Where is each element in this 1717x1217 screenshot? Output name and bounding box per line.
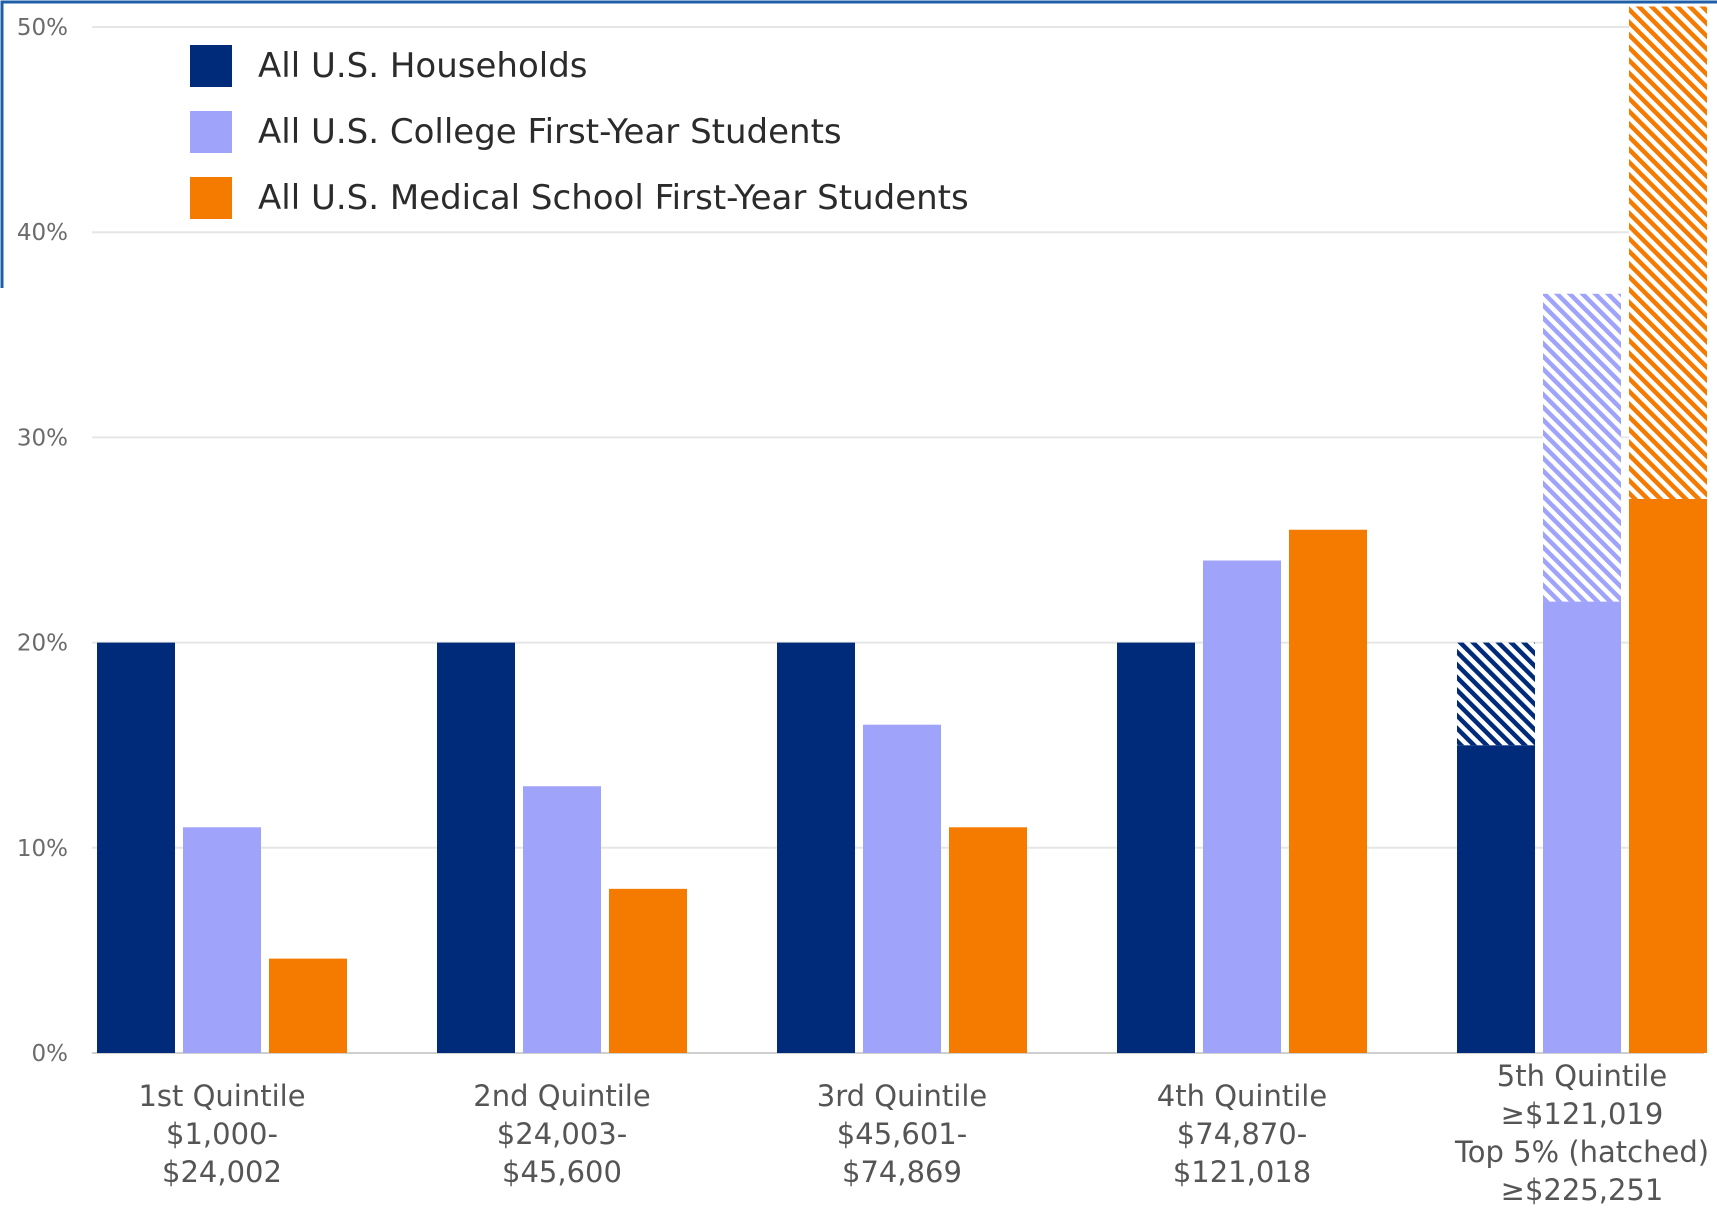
x-category-label: $24,003- — [497, 1117, 627, 1151]
bar — [1117, 642, 1195, 1053]
bar-layer — [97, 6, 1707, 1054]
y-tick-label: 30% — [17, 425, 68, 451]
x-category-label: $45,601- — [837, 1117, 967, 1151]
legend-label: All U.S. College First-Year Students — [258, 112, 842, 152]
x-category-label: 4th Quintile — [1157, 1079, 1327, 1113]
bar — [609, 888, 687, 1053]
x-category-label: $1,000- — [166, 1117, 278, 1151]
bar-top5-hatched — [1629, 6, 1707, 499]
x-category-label: $45,600 — [502, 1155, 622, 1189]
bar — [1457, 745, 1535, 1053]
legend-swatch — [190, 45, 232, 87]
bar — [183, 827, 261, 1053]
y-tick-label: 40% — [17, 220, 68, 246]
bar — [269, 958, 347, 1053]
bar-top5-hatched — [1543, 293, 1621, 602]
bar — [1203, 560, 1281, 1053]
x-category-label: $121,018 — [1173, 1155, 1311, 1189]
x-category-label: ≥$121,019 — [1501, 1097, 1664, 1131]
bar — [97, 642, 175, 1053]
bar — [949, 827, 1027, 1053]
x-category-label: 2nd Quintile — [473, 1079, 650, 1113]
x-category-label: $24,002 — [162, 1155, 282, 1189]
bar — [1289, 529, 1367, 1053]
x-category-label: 1st Quintile — [138, 1079, 305, 1113]
x-category-label: 5th Quintile — [1497, 1059, 1667, 1093]
y-tick-label: 20% — [17, 631, 68, 657]
bar — [863, 724, 941, 1053]
y-tick-label: 0% — [32, 1041, 69, 1067]
bar — [437, 642, 515, 1053]
x-axis-labels: 1st Quintile $1,000- $24,002 2nd Quintile $2… — [138, 1059, 1709, 1207]
x-category-label: 3rd Quintile — [817, 1079, 987, 1113]
y-tick-label: 10% — [17, 836, 68, 862]
legend-label: All U.S. Households — [258, 46, 588, 86]
bar — [523, 786, 601, 1053]
x-category-label: Top 5% (hatched) — [1454, 1135, 1709, 1169]
bar — [777, 642, 855, 1053]
legend-swatch — [190, 177, 232, 219]
legend-label: All U.S. Medical School First-Year Stude… — [258, 178, 969, 218]
y-tick-label: 50% — [17, 15, 68, 41]
x-category-label: ≥$225,251 — [1501, 1173, 1664, 1207]
x-category-label: $74,869 — [842, 1155, 962, 1189]
legend-swatch — [190, 111, 232, 153]
bar — [1629, 498, 1707, 1054]
bar — [1543, 601, 1621, 1053]
bar-top5-hatched — [1457, 642, 1535, 746]
x-category-label: $74,870- — [1177, 1117, 1307, 1151]
legend: All U.S. Households All U.S. College Firs… — [190, 45, 969, 219]
y-axis-ticks: 0% 10% 20% 30% 40% 50% — [17, 15, 68, 1067]
